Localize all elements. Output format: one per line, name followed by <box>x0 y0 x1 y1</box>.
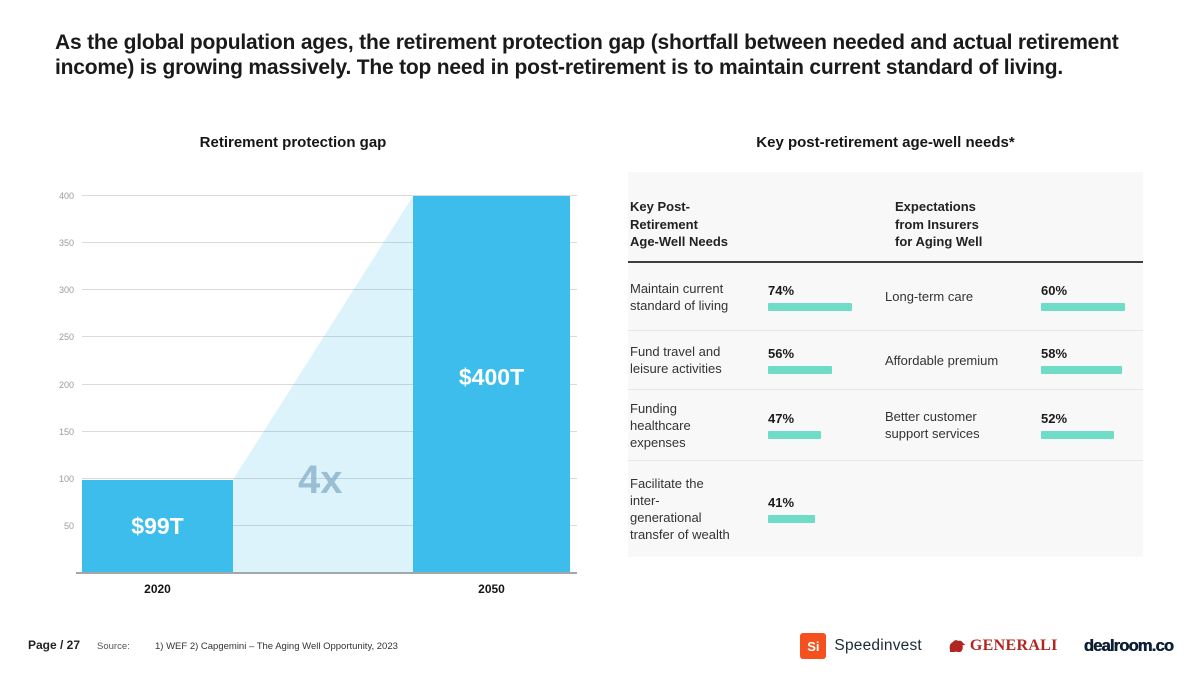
retirement-gap-chart: 50 100 150 200 250 300 350 400 $99T $400… <box>59 191 577 596</box>
percent-bar <box>768 302 852 311</box>
y-tick-100: 100 <box>58 473 74 484</box>
percent-bar <box>768 366 832 374</box>
y-tick-300: 300 <box>58 285 74 296</box>
need-percent: 74% <box>768 282 795 298</box>
generali-lion-emblem-icon <box>949 639 966 652</box>
y-tick-250: 250 <box>58 332 74 343</box>
header-rule <box>628 261 1143 263</box>
needs-panel: Key post-retirement age-well needs* Key … <box>628 134 1143 557</box>
need-label: Funding healthcare expenses <box>630 400 691 450</box>
growth-band-shape <box>233 196 413 573</box>
percent-bar <box>1041 302 1125 311</box>
need-stat: 41% <box>768 461 868 557</box>
y-tick-50: 50 <box>63 520 74 531</box>
slide-headline: As the global population ages, the retir… <box>55 30 1119 80</box>
need-stat: 47% <box>768 390 868 460</box>
bar-2020: $99T <box>82 479 233 573</box>
needs-table: Key Post- Retirement Age-Well Needs Expe… <box>628 172 1143 557</box>
page-number: Page / 27 <box>28 638 81 652</box>
percent-bar <box>1041 431 1114 439</box>
logo-row: Si Speedinvest GENERALI dealroom.co <box>800 631 1174 661</box>
expectation-label: Long-term care <box>885 289 974 304</box>
x-label-2020: 2020 <box>144 582 171 596</box>
source-text: 1) WEF 2) Capgemini – The Aging Well Opp… <box>155 641 398 652</box>
headline-line-1: As the global population ages, the retir… <box>55 31 1119 54</box>
table-row: Facilitate the inter- generational trans… <box>628 460 1143 557</box>
y-tick-400: 400 <box>58 191 74 201</box>
bar-2050-value-label: $400T <box>458 364 525 390</box>
bar-2050: $400T <box>413 196 570 573</box>
expectation-stat: 58% <box>1041 331 1139 389</box>
percent-bar <box>768 431 822 439</box>
table-row: Maintain current standard of living 74% … <box>628 263 1143 330</box>
expectation-label: Better customer support services <box>885 409 980 441</box>
expectation-stat: 52% <box>1041 390 1139 460</box>
source-label: Source: <box>97 641 130 652</box>
speedinvest-wordmark: Speedinvest <box>834 637 922 654</box>
gridline-150 <box>82 430 577 432</box>
chart-title: Retirement protection gap <box>199 134 387 151</box>
need-label: Maintain current standard of living <box>630 280 729 313</box>
expectation-label: Affordable premium <box>885 352 999 368</box>
need-stat: 74% <box>768 263 868 330</box>
dealroom-logo: dealroom.co <box>1083 636 1174 655</box>
speedinvest-logo: Si Speedinvest <box>800 633 922 659</box>
headline-line-2: income) is growing massively. The top ne… <box>55 56 1063 79</box>
percent-bar <box>1041 366 1123 374</box>
need-percent: 56% <box>768 346 795 361</box>
need-percent: 47% <box>768 411 795 426</box>
generali-wordmark: GENERALI <box>969 637 1058 654</box>
gridline-250 <box>82 336 577 338</box>
header-needs-column: Key Post- Retirement Age-Well Needs <box>630 199 729 249</box>
gridline-300 <box>82 289 577 291</box>
y-tick-150: 150 <box>58 426 74 437</box>
percent-bar <box>768 515 815 523</box>
gridline-50 <box>82 524 577 526</box>
x-axis-line <box>76 572 577 574</box>
y-tick-200: 200 <box>58 379 74 390</box>
speedinvest-mark-icon: Si <box>800 633 827 659</box>
table-row: Fund travel and leisure activities 56% A… <box>628 330 1143 389</box>
table-row: Funding healthcare expenses 47% Better c… <box>628 389 1143 460</box>
y-tick-350: 350 <box>58 238 74 249</box>
expectation-stat: 60% <box>1041 263 1139 330</box>
gridline-400 <box>82 195 577 196</box>
bar-2020-value-label: $99T <box>131 512 184 539</box>
needs-table-title: Key post-retirement age-well needs* <box>756 134 1015 151</box>
need-stat: 56% <box>768 331 868 389</box>
generali-logo: GENERALI <box>948 637 1058 655</box>
expectation-percent: 52% <box>1041 411 1068 426</box>
need-label: Fund travel and leisure activities <box>630 344 722 376</box>
growth-multiple-annotation: 4x <box>298 458 343 502</box>
gridline-350 <box>82 242 577 244</box>
gridline-200 <box>82 383 577 385</box>
gridline-100 <box>82 477 577 479</box>
expectation-percent: 60% <box>1041 282 1068 298</box>
expectation-percent: 58% <box>1041 346 1068 361</box>
header-expectations-column: Expectations from Insurers for Aging Wel… <box>895 199 983 249</box>
x-label-2050: 2050 <box>478 582 505 596</box>
need-percent: 41% <box>768 495 795 510</box>
need-label: Facilitate the inter- generational trans… <box>630 476 730 542</box>
needs-table-header: Key Post- Retirement Age-Well Needs Expe… <box>628 172 1143 261</box>
